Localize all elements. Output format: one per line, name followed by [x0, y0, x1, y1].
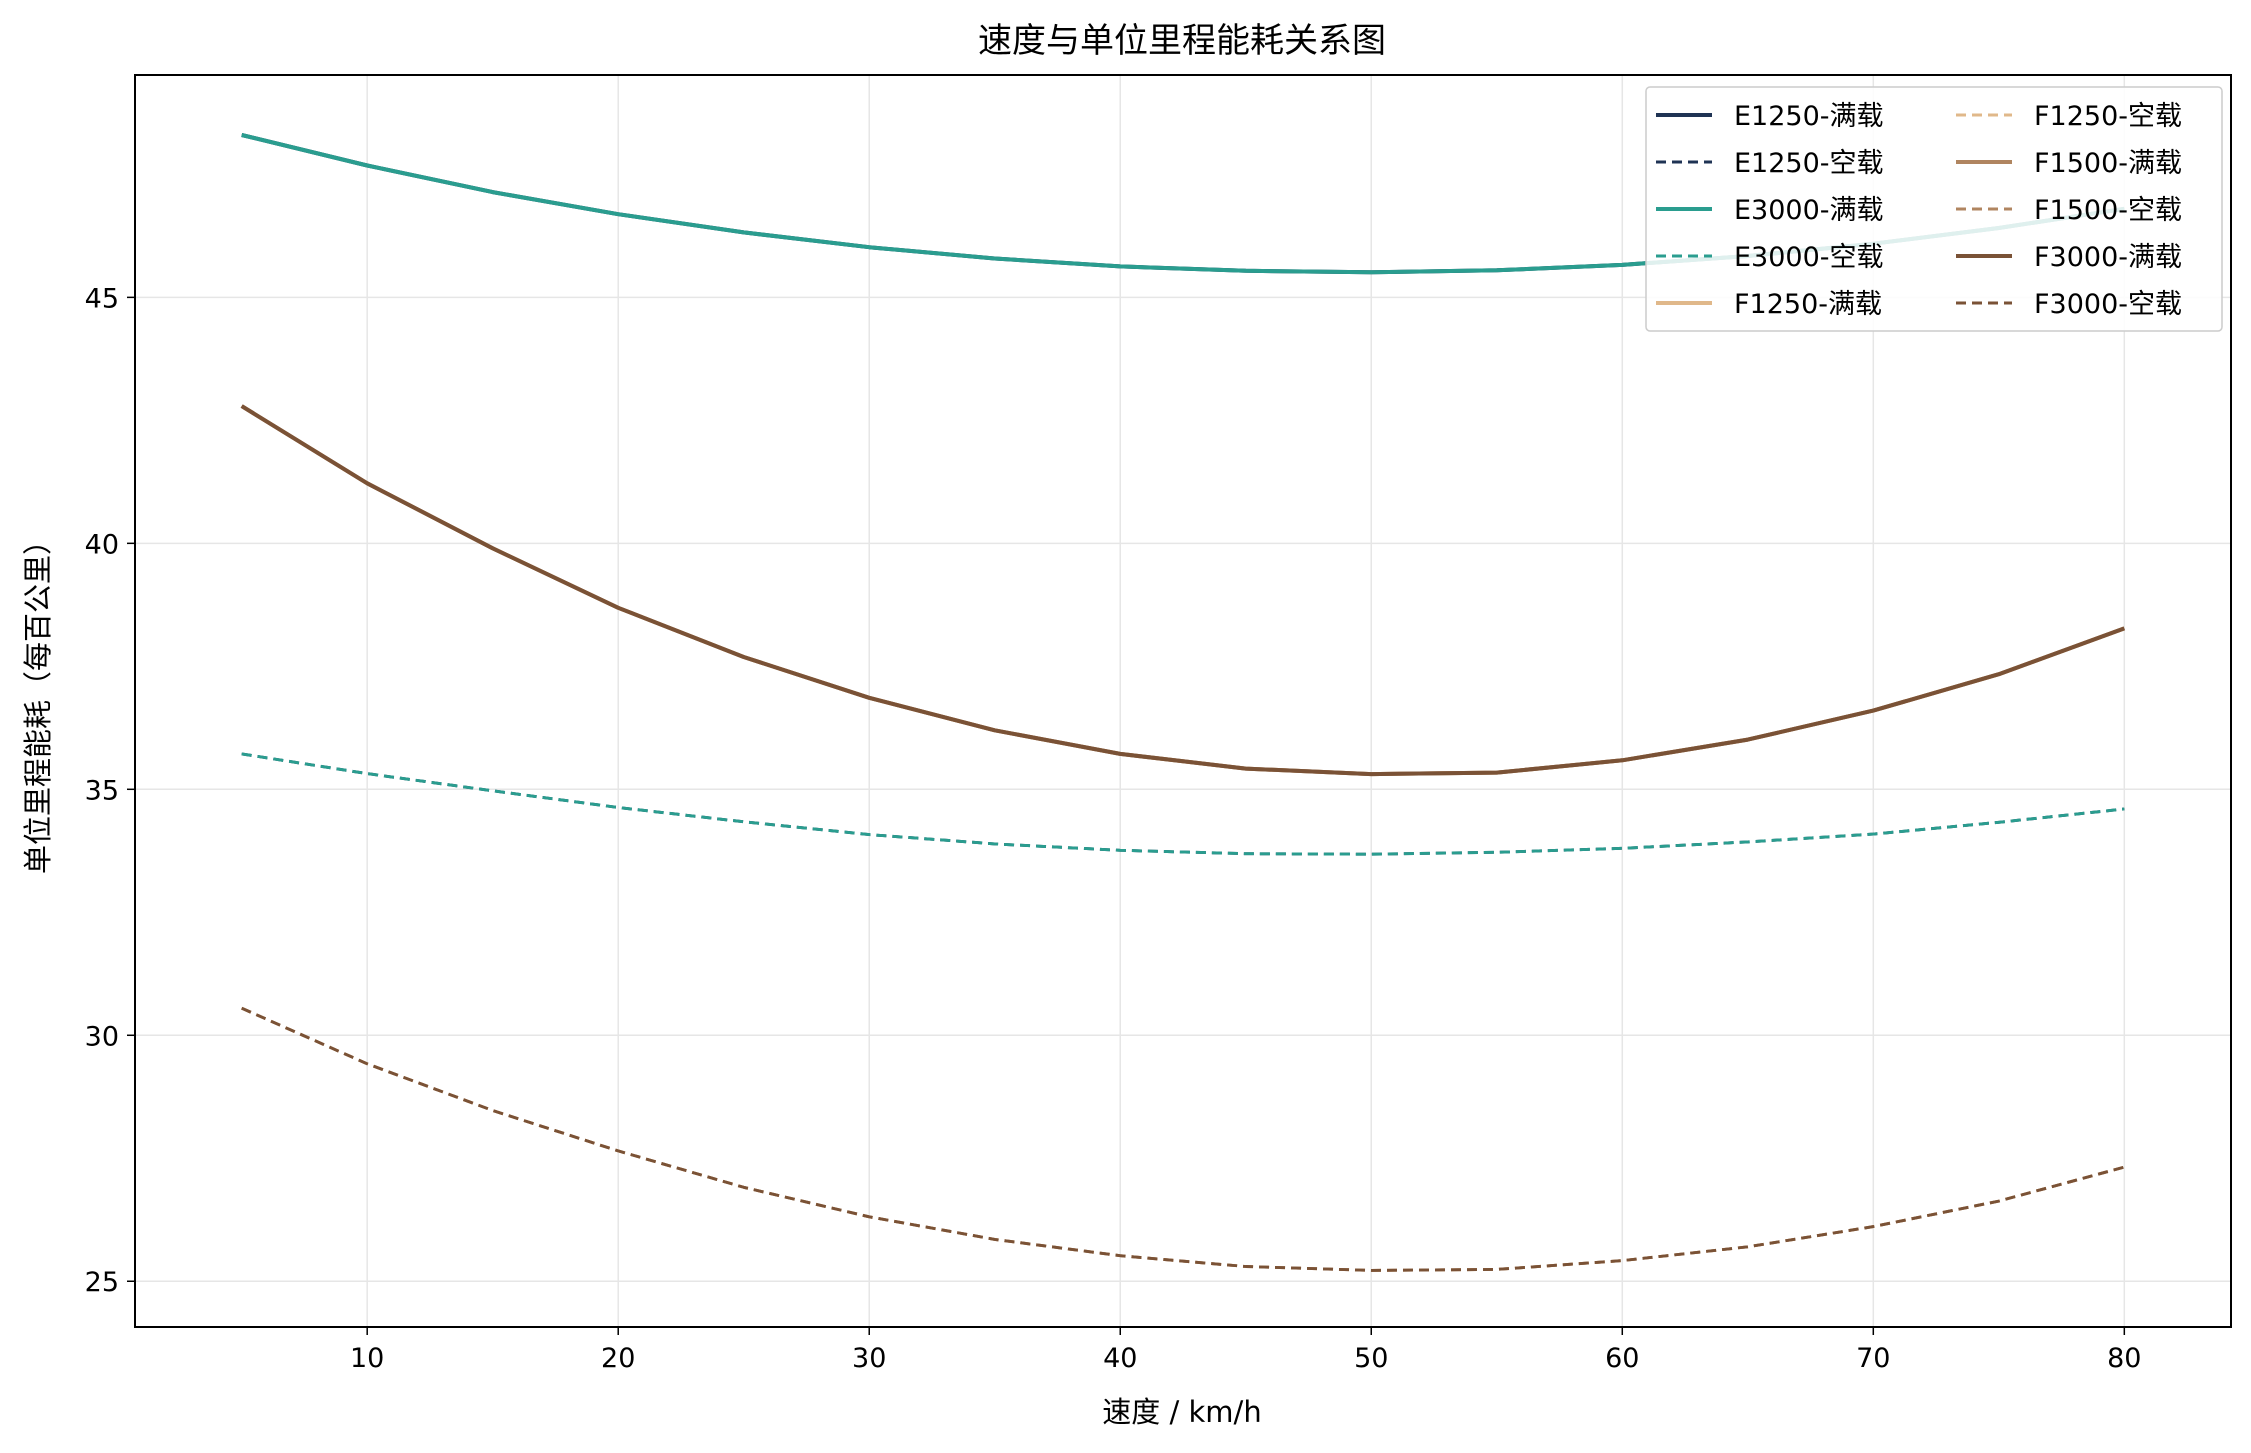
- y-tick-label: 40: [85, 529, 119, 560]
- legend-item: E1250-满载: [1656, 101, 1884, 132]
- y-tick-label: 35: [85, 775, 119, 806]
- legend-label: F3000-满载: [2034, 242, 2182, 273]
- series-line-E3000-空载: [241, 752, 2125, 856]
- legend-item: F3000-空载: [1956, 289, 2182, 320]
- y-axis-label: 单位里程能耗（每百公里）: [21, 526, 55, 874]
- y-tick-label: 45: [85, 283, 119, 314]
- chart-title: 速度与单位里程能耗关系图: [978, 21, 1386, 61]
- legend-item: F1250-空载: [1956, 101, 2182, 132]
- legend-label: F1250-空载: [2034, 101, 2182, 132]
- x-tick-label: 30: [852, 1343, 886, 1374]
- legend-box: [1645, 86, 2223, 332]
- series-line-F3000-满载: [240, 404, 2125, 777]
- y-tick-label: 30: [85, 1021, 119, 1052]
- y-tick-label: 25: [85, 1267, 119, 1298]
- legend-label: E1250-满载: [1734, 101, 1884, 132]
- legend-item: E3000-满载: [1656, 195, 1884, 226]
- legend-item: F3000-满载: [1956, 242, 2182, 273]
- legend-label: E3000-满载: [1734, 195, 1884, 226]
- legend-label: E1250-空载: [1734, 148, 1884, 179]
- axis-ticks: 10 20 30 40 50 60 70 80 25 30 35 40 45: [85, 283, 2142, 1374]
- series-line-F3000-空载: [241, 1006, 2125, 1272]
- x-tick-label: 50: [1354, 1343, 1388, 1374]
- legend-label: F3000-空载: [2034, 289, 2182, 320]
- x-tick-label: 80: [2107, 1343, 2141, 1374]
- series-lines: [240, 133, 2125, 1272]
- legend-label: F1250-满载: [1734, 289, 1882, 320]
- legend-item: F1500-满载: [1956, 148, 2182, 179]
- x-tick-label: 40: [1103, 1343, 1137, 1374]
- x-tick-label: 70: [1856, 1343, 1890, 1374]
- legend-item: F1500-空载: [1956, 195, 2182, 226]
- legend-item: F1250-满载: [1656, 289, 1882, 320]
- x-tick-label: 60: [1605, 1343, 1639, 1374]
- legend-label: F1500-空载: [2034, 195, 2182, 226]
- x-tick-label: 10: [350, 1343, 384, 1374]
- x-axis-label: 速度 / km/h: [1102, 1395, 1261, 1429]
- legend-item: E3000-空载: [1656, 242, 1884, 273]
- x-tick-label: 20: [601, 1343, 635, 1374]
- legend-label: E3000-空载: [1734, 242, 1884, 273]
- legend-label: F1500-满载: [2034, 148, 2182, 179]
- legend-item: E1250-空载: [1656, 148, 1884, 179]
- legend: E1250-满载 E1250-空载 E3000-满载 E3000-空载 F1250-满载…: [1645, 86, 2223, 332]
- plot-frame: [134, 74, 2232, 1328]
